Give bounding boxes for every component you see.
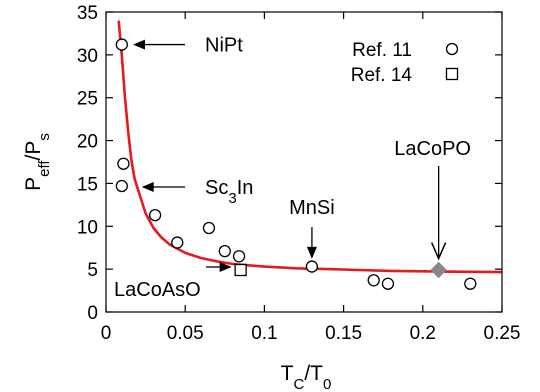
y-tick-label: 15 (77, 174, 98, 195)
circle-point (117, 157, 130, 170)
x-axis-title: TC/T0 (281, 362, 332, 392)
circle-point (148, 208, 162, 222)
open-arrowhead-icon (430, 242, 447, 261)
y-axis-title-mid: /P (22, 141, 45, 161)
x-tick-label: 0.25 (484, 323, 521, 344)
annotation-layer: NiPt Sc3In MnSi LaCoAsO LaCoPO (114, 35, 471, 301)
marks-layer (115, 38, 477, 290)
circle-point (171, 236, 184, 249)
annotation-mnsi: MnSi (289, 197, 335, 219)
circle-point (115, 179, 128, 193)
y-axis-title: Peff/Ps (22, 133, 53, 191)
y-tick-label: 35 (77, 3, 98, 24)
annotation-sc3in: Sc3In (205, 177, 253, 207)
circle-point (464, 277, 477, 290)
legend: Ref. 11 Ref. 14 (351, 40, 459, 86)
y-axis-title-sub: eff (36, 160, 53, 177)
y-tick-label: 30 (77, 46, 98, 67)
annotation-sc3in-main: Sc (205, 177, 228, 199)
diamond-point (430, 261, 447, 279)
axes-layer: 0 0.05 0.1 0.15 0.2 0.25 0 5 10 15 20 25 30 35 (77, 3, 521, 344)
circle-point (115, 38, 128, 51)
x-axis-title-sub2: 0 (323, 376, 331, 392)
legend-label: Ref. 14 (351, 65, 413, 86)
x-tick-label: 0 (101, 323, 112, 344)
x-axis-title-main: T (281, 362, 294, 385)
curve-layer (117, 20, 503, 274)
circle-point (232, 250, 246, 263)
x-axis-title-sub: C (293, 376, 304, 392)
annotation-sc3in-tail: In (237, 177, 254, 199)
arrowhead-icon (306, 246, 317, 259)
x-tick-label: 0.2 (410, 323, 436, 344)
annotation-sc3in-sub: 3 (228, 190, 236, 207)
legend-circle-icon (445, 42, 459, 56)
y-tick-label: 0 (87, 303, 98, 324)
circle-point (218, 244, 231, 258)
circle-point (305, 260, 319, 273)
annotation-nipt: NiPt (205, 35, 243, 57)
fit-curve (117, 20, 503, 274)
y-axis-title-sub2: s (36, 133, 53, 141)
circle-point (381, 277, 395, 290)
x-axis-title-mid: /T (304, 362, 323, 385)
plot-frame (105, 11, 503, 313)
x-tick-label: 0.15 (325, 323, 362, 344)
legend-square-icon (445, 67, 459, 81)
arrowhead-icon (219, 262, 232, 272)
square-point (234, 263, 247, 277)
y-axis-title-main: P (22, 177, 45, 191)
x-tick-label: 0.1 (251, 323, 277, 344)
x-tick-label: 0.05 (167, 323, 204, 344)
y-tick-label: 20 (77, 132, 98, 153)
y-tick-label: 25 (77, 89, 98, 110)
annotation-lacopo: LaCoPO (394, 138, 471, 160)
arrowhead-icon (141, 182, 154, 192)
circle-point (367, 274, 380, 287)
annotation-lacoaso: LaCoAsO (114, 279, 201, 301)
arrowhead-icon (133, 39, 146, 50)
legend-label: Ref. 11 (352, 40, 412, 61)
circle-point (202, 221, 216, 235)
y-tick-label: 10 (77, 217, 98, 238)
y-tick-label: 5 (87, 260, 98, 281)
